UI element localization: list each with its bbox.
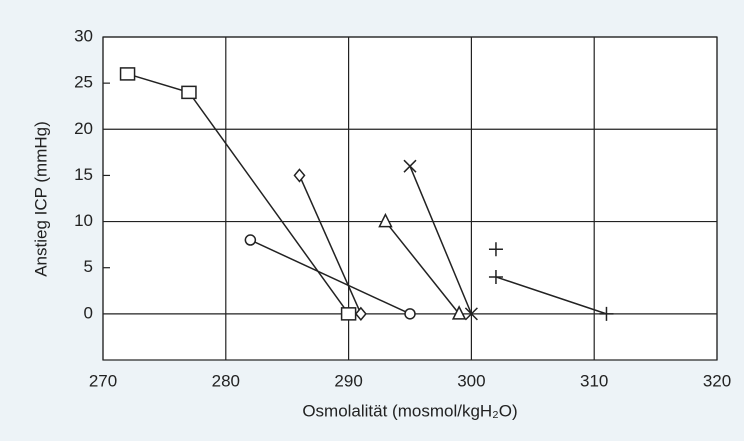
y-tick-label: 5 [84, 257, 93, 276]
series-line [384, 221, 460, 315]
y-tick-label: 20 [74, 119, 93, 138]
series-line [250, 239, 411, 315]
series-line [495, 276, 607, 315]
marker [599, 306, 614, 321]
plot-area [102, 36, 718, 361]
marker [488, 242, 503, 257]
y-tick-label: 15 [74, 165, 93, 184]
marker [451, 305, 467, 320]
marker [244, 234, 257, 246]
marker [403, 159, 417, 173]
series-line [409, 165, 473, 315]
marker [181, 85, 197, 100]
marker [354, 306, 367, 322]
y-tick-label: 10 [74, 211, 93, 230]
x-tick-label: 280 [212, 371, 240, 390]
y-axis-label: Anstieg ICP (mmHg) [31, 121, 50, 277]
x-tick-label: 300 [457, 371, 485, 390]
marker [404, 308, 416, 320]
y-tick-label: 25 [74, 73, 93, 92]
y-tick-label: 0 [84, 303, 93, 322]
x-tick-label: 320 [703, 371, 731, 390]
x-tick-label: 310 [580, 371, 608, 390]
x-tick-label: 270 [89, 371, 117, 390]
marker [293, 168, 306, 183]
marker [119, 67, 136, 81]
marker [378, 212, 393, 228]
marker [340, 307, 357, 321]
series-line [298, 175, 362, 315]
x-tick-label: 290 [334, 371, 362, 390]
marker [488, 269, 503, 284]
x-axis-label: Osmolalität (mosmol/kgH₂O) [302, 401, 517, 420]
marker [464, 307, 478, 321]
y-tick-label: 30 [74, 26, 93, 45]
